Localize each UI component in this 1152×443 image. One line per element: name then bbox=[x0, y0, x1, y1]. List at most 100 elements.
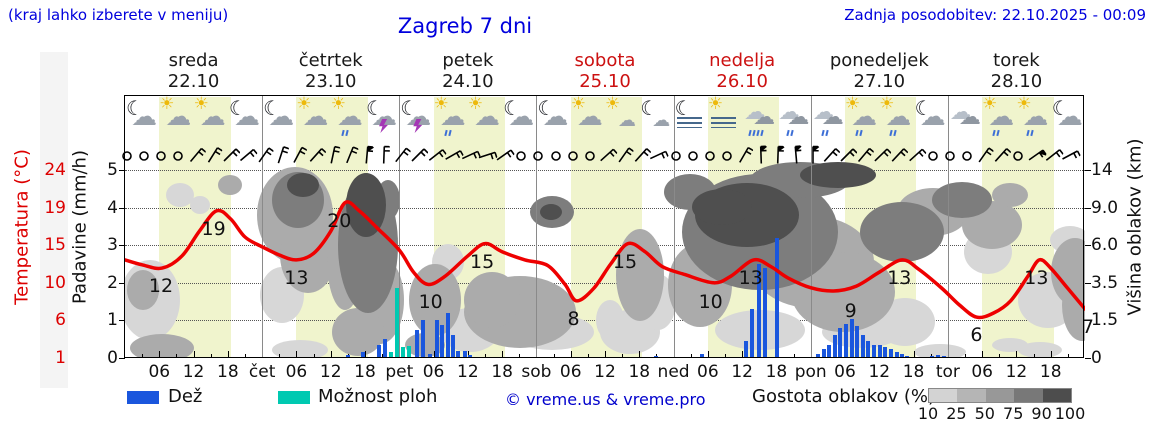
temp-tick-label: 10 bbox=[44, 272, 66, 293]
time-tick bbox=[365, 351, 366, 358]
rain-bar bbox=[468, 355, 473, 358]
temperature-label: 15 bbox=[470, 250, 495, 273]
cloud-front-icon: ☁ bbox=[753, 105, 776, 130]
temperature-label: 15 bbox=[612, 250, 638, 273]
rain-bar bbox=[833, 335, 838, 358]
wind-barb-icon bbox=[457, 142, 483, 168]
cloud-front-icon: ☁ bbox=[958, 105, 981, 130]
wind-calm-icon bbox=[1008, 145, 1028, 165]
weather-icon: ☾ ☁ bbox=[536, 98, 570, 138]
cloud-icon: ☁ bbox=[165, 102, 192, 132]
hour-label: 06 bbox=[834, 362, 856, 382]
cloud-blob bbox=[914, 344, 966, 358]
colorbar-segment bbox=[957, 389, 986, 402]
weather-icon: ☁ ☁ bbox=[811, 98, 845, 138]
weather-icon: ☾ ☁ bbox=[399, 98, 433, 138]
cloud-height-tick-label: 3.5 bbox=[1091, 272, 1119, 293]
grid-line bbox=[125, 245, 1085, 247]
wind-barb-icon bbox=[253, 143, 276, 166]
cloud-blob bbox=[992, 183, 1028, 207]
cloud-blob bbox=[287, 173, 319, 197]
wind-barb-icon bbox=[782, 141, 810, 169]
right-tick bbox=[1085, 320, 1091, 322]
day-name: ponedeljek bbox=[829, 50, 929, 71]
cloud-blob bbox=[127, 270, 159, 310]
hour-label: 18 bbox=[1039, 362, 1062, 382]
cloud-icon: ☁ bbox=[885, 102, 912, 132]
rain-bar bbox=[763, 267, 767, 358]
moon-icon: ☾ bbox=[366, 96, 384, 120]
cloud-blob bbox=[280, 217, 336, 293]
day-abbr-label: pon bbox=[794, 362, 827, 382]
hour-label: 12 bbox=[319, 362, 342, 382]
temp-tick-label: 24 bbox=[44, 160, 66, 180]
cloud-blob bbox=[992, 338, 1028, 352]
wind-barb-icon bbox=[493, 143, 516, 166]
wind-barb-icon bbox=[286, 143, 311, 168]
cloud-back-icon: ☁ bbox=[812, 100, 835, 125]
time-tick bbox=[793, 354, 795, 358]
temperature-label: 10 bbox=[698, 291, 723, 314]
hour-label: 12 bbox=[594, 362, 616, 382]
cloud-icon: ☁ bbox=[302, 102, 329, 132]
moon-icon: ☾ bbox=[503, 96, 522, 120]
temperature-label: 20 bbox=[327, 209, 352, 232]
left-tick bbox=[119, 170, 125, 171]
right-tick bbox=[1085, 358, 1091, 359]
cloud-icon: ☁ bbox=[199, 102, 226, 132]
weather-icon: ☾ ☁ bbox=[639, 98, 673, 138]
rain-bar bbox=[883, 346, 887, 358]
cloud-blob bbox=[860, 202, 944, 262]
wind-barb-icon bbox=[440, 143, 464, 167]
rain-bar bbox=[849, 318, 854, 358]
sun-icon: ☀ bbox=[193, 94, 209, 114]
day-boundary-line bbox=[399, 96, 401, 358]
rain-bar bbox=[872, 344, 877, 358]
day-boundary-line bbox=[536, 96, 538, 358]
hour-label: 12 bbox=[868, 362, 891, 382]
wind-calm-icon bbox=[563, 145, 583, 165]
time-tick bbox=[210, 354, 212, 358]
day-abbr-label: ned bbox=[657, 362, 690, 382]
cloud-height-tick-label: 14 bbox=[1091, 160, 1113, 180]
day-abbr-label: pet bbox=[385, 362, 414, 382]
hour-label: 06 bbox=[148, 362, 171, 382]
right-tick bbox=[1085, 207, 1091, 209]
weather-icon: ☁ ☁ bbox=[948, 98, 982, 138]
weather-icon: ☀ ☁ bbox=[1016, 96, 1050, 138]
wind-calm-icon bbox=[940, 145, 960, 165]
cloud-back-icon: ☁ bbox=[744, 100, 767, 125]
rain-legend-swatch bbox=[127, 391, 159, 404]
time-tick bbox=[485, 354, 486, 358]
time-tick bbox=[1033, 354, 1035, 358]
wind-barb-icon bbox=[905, 144, 927, 165]
wind-barb-icon bbox=[353, 141, 381, 169]
hour-label: 18 bbox=[628, 362, 651, 382]
cloud-icon: ☁ bbox=[1022, 102, 1049, 132]
wind-barb-icon bbox=[646, 142, 672, 168]
credit-link[interactable]: © vreme.us & vreme.pro bbox=[505, 390, 706, 409]
left-tick bbox=[119, 358, 125, 359]
cloud-height-tick-label: 1.5 bbox=[1091, 310, 1119, 331]
sun-icon: ☀ bbox=[159, 94, 175, 114]
cloud-blob bbox=[932, 182, 992, 218]
temperature-label: 7 bbox=[1081, 316, 1094, 338]
hour-label: 06 bbox=[697, 362, 719, 382]
last-update-text: Zadnja posodobitev: 22.10.2025 - 00:09 bbox=[844, 6, 1146, 24]
time-tick bbox=[1050, 351, 1052, 358]
day-date: 27.10 bbox=[853, 71, 906, 92]
sun-icon: ☀ bbox=[570, 94, 586, 114]
day-date: 25.10 bbox=[579, 71, 631, 92]
wind-calm-icon bbox=[511, 145, 531, 165]
rain-bar bbox=[654, 355, 659, 358]
wind-barb-icon bbox=[185, 144, 207, 166]
wind-calm-icon bbox=[957, 145, 977, 165]
rain-bar bbox=[816, 353, 821, 358]
hour-label: 18 bbox=[765, 362, 788, 382]
day-date: 28.10 bbox=[990, 71, 1043, 92]
day-name: nedelja bbox=[709, 50, 776, 71]
day-name: sreda bbox=[168, 50, 219, 71]
weather-icon: ☀ ☁ bbox=[982, 96, 1016, 138]
menu-hint-text: (kraj lahko izberete v meniju) bbox=[8, 6, 229, 24]
weather-icon: ☀ bbox=[708, 96, 742, 138]
